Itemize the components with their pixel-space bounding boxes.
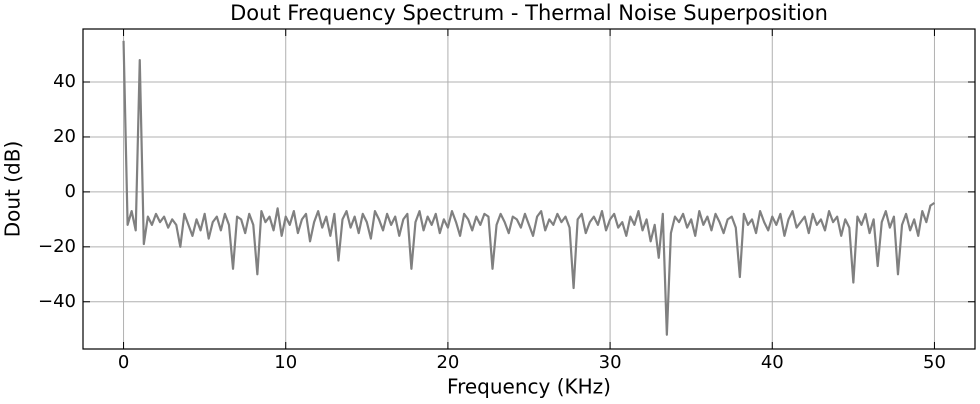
chart-title: Dout Frequency Spectrum - Thermal Noise … xyxy=(230,1,828,25)
y-tick-label: 40 xyxy=(53,71,76,92)
plot-frame xyxy=(82,28,976,350)
x-tick-label: 30 xyxy=(599,352,622,373)
x-tick-label: 40 xyxy=(761,352,784,373)
y-tick-label: 0 xyxy=(65,181,76,202)
x-tick-label: 20 xyxy=(436,352,459,373)
x-tick-label: 10 xyxy=(274,352,297,373)
y-tick-label: −40 xyxy=(38,291,76,312)
spectrum-line xyxy=(122,40,936,336)
x-tick-label: 0 xyxy=(118,352,129,373)
x-tick-label: 50 xyxy=(923,352,946,373)
y-tick-label: −20 xyxy=(38,236,76,257)
x-axis-label: Frequency (KHz) xyxy=(447,375,611,399)
y-tick-label: 20 xyxy=(53,126,76,147)
y-axis-label: Dout (dB) xyxy=(1,141,25,238)
